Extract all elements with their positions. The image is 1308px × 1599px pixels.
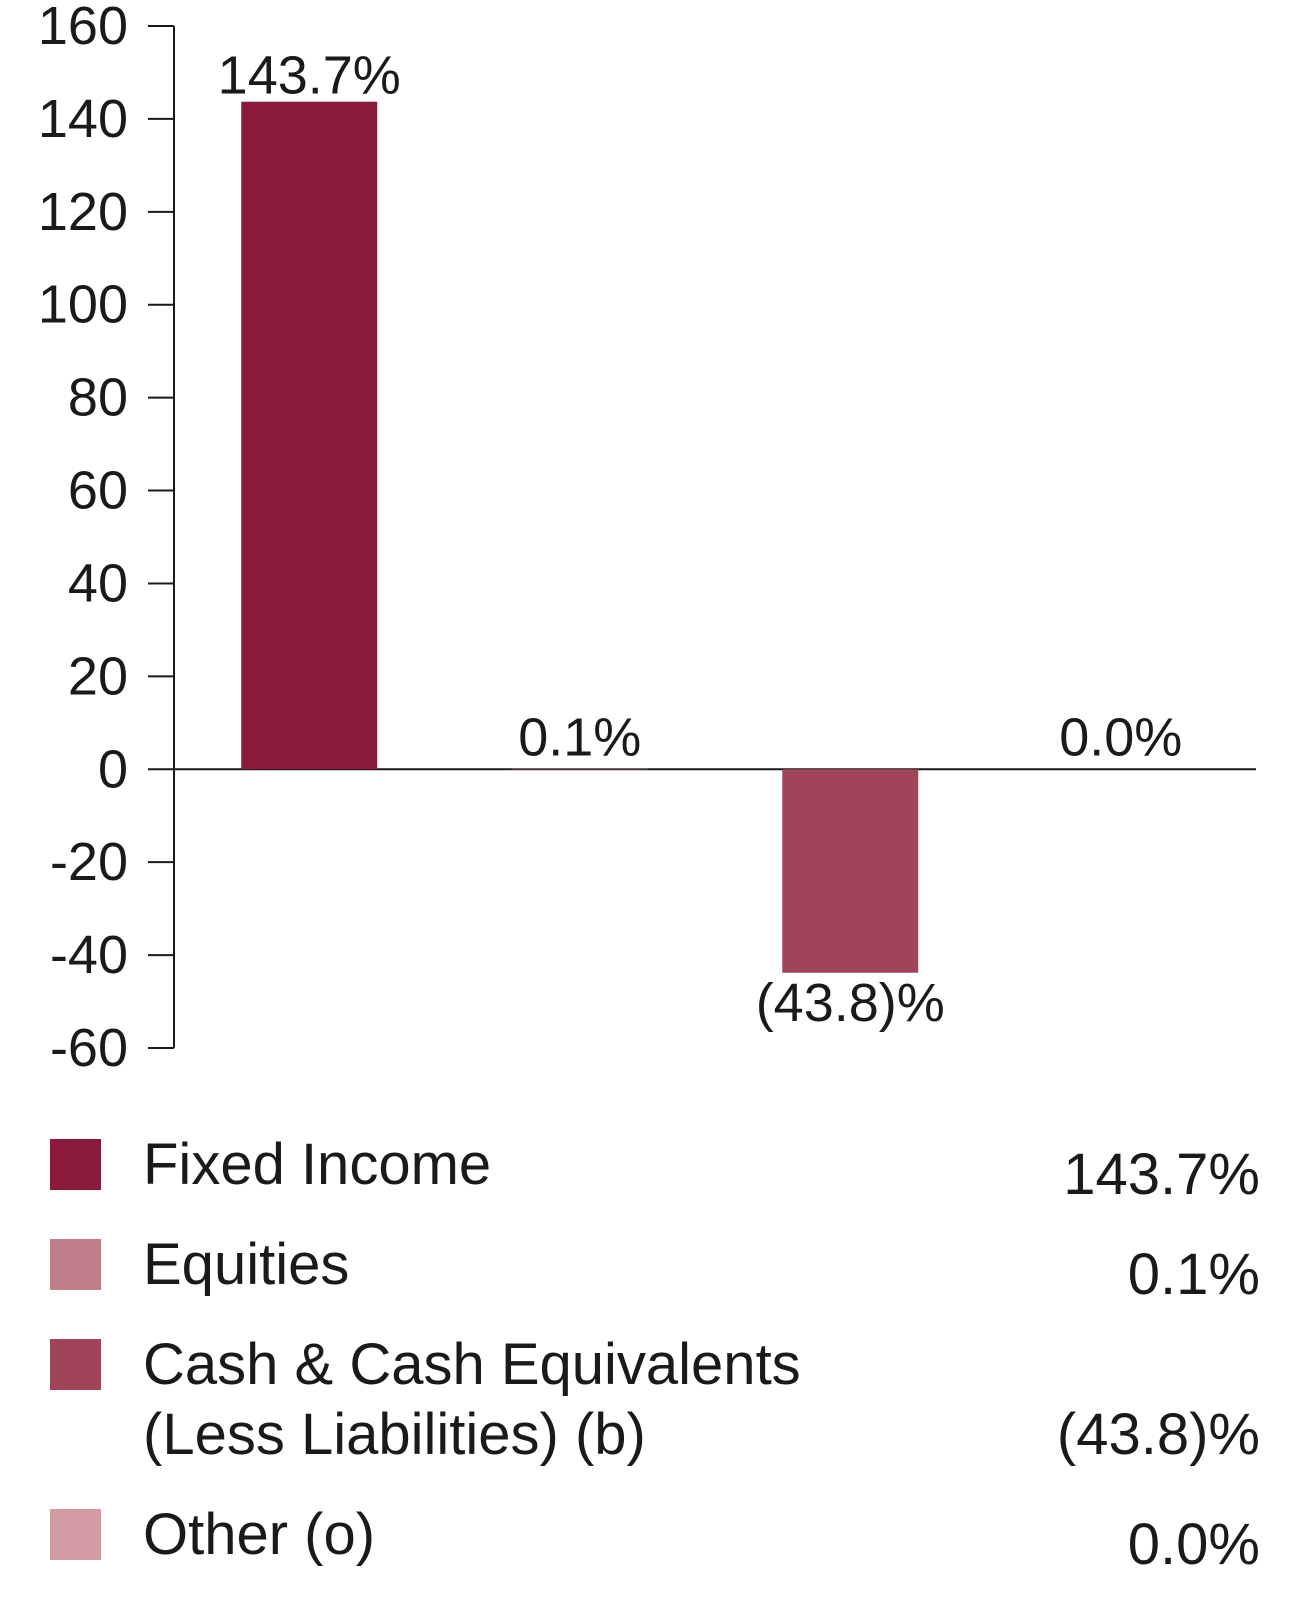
y-tick-label: 40 (68, 553, 128, 613)
y-tick-label: 120 (38, 182, 128, 242)
legend-value: 0.1% (1127, 1242, 1260, 1307)
bar (241, 101, 378, 770)
legend-swatch-cash (50, 1339, 101, 1390)
legend-value: (43.8)% (1056, 1402, 1260, 1467)
data-labels: 143.7% 0.1% (43.8)% 0.0% (218, 46, 1183, 1033)
legend-value: 0.0% (1127, 1512, 1260, 1577)
bar-data-label: 0.0% (1059, 707, 1182, 767)
legend: Fixed Income 143.7% Equities 0.1% Cash &… (0, 1130, 1308, 1590)
y-tick-label: 0 (98, 739, 128, 799)
legend-item-equities: Equities 0.1% (50, 1230, 1260, 1310)
bar-chart: 160 140 120 100 80 60 40 20 0 -20 -40 -60 143.7% 0.1… (38, 0, 1256, 1078)
legend-swatch-equities (50, 1239, 101, 1290)
y-tick-label: -40 (50, 925, 128, 985)
bar-data-label: (43.8)% (756, 973, 945, 1033)
legend-label: Equities (143, 1232, 350, 1297)
legend-swatch-other (50, 1509, 101, 1560)
legend-label: Fixed Income (143, 1132, 492, 1197)
bars (241, 101, 919, 973)
y-tick-label: -20 (50, 832, 128, 892)
y-tick-label: 100 (38, 275, 128, 335)
legend-value: 143.7% (1063, 1142, 1260, 1207)
legend-item-fixed-income: Fixed Income 143.7% (50, 1130, 1260, 1210)
y-tick-label: 60 (68, 461, 128, 521)
legend-swatch-fixed-income (50, 1139, 101, 1190)
bar-data-label: 143.7% (218, 46, 401, 106)
y-tick-label: -60 (50, 1018, 128, 1078)
bar-data-label: 0.1% (518, 707, 641, 767)
y-tick-label: 20 (68, 646, 128, 706)
legend-label: Other (o) (143, 1502, 376, 1567)
y-axis: 160 140 120 100 80 60 40 20 0 -20 -40 -60 (38, 0, 1256, 1078)
y-tick-label: 80 (68, 368, 128, 428)
legend-label: Cash & Cash Equivalents (Less Liabilitie… (143, 1332, 801, 1467)
legend-item-cash: Cash & Cash Equivalents (Less Liabilitie… (50, 1330, 1260, 1470)
legend-item-other: Other (o) 0.0% (50, 1500, 1260, 1580)
y-tick-label: 140 (38, 89, 128, 149)
y-tick-label: 160 (38, 0, 128, 56)
bar (782, 769, 919, 973)
